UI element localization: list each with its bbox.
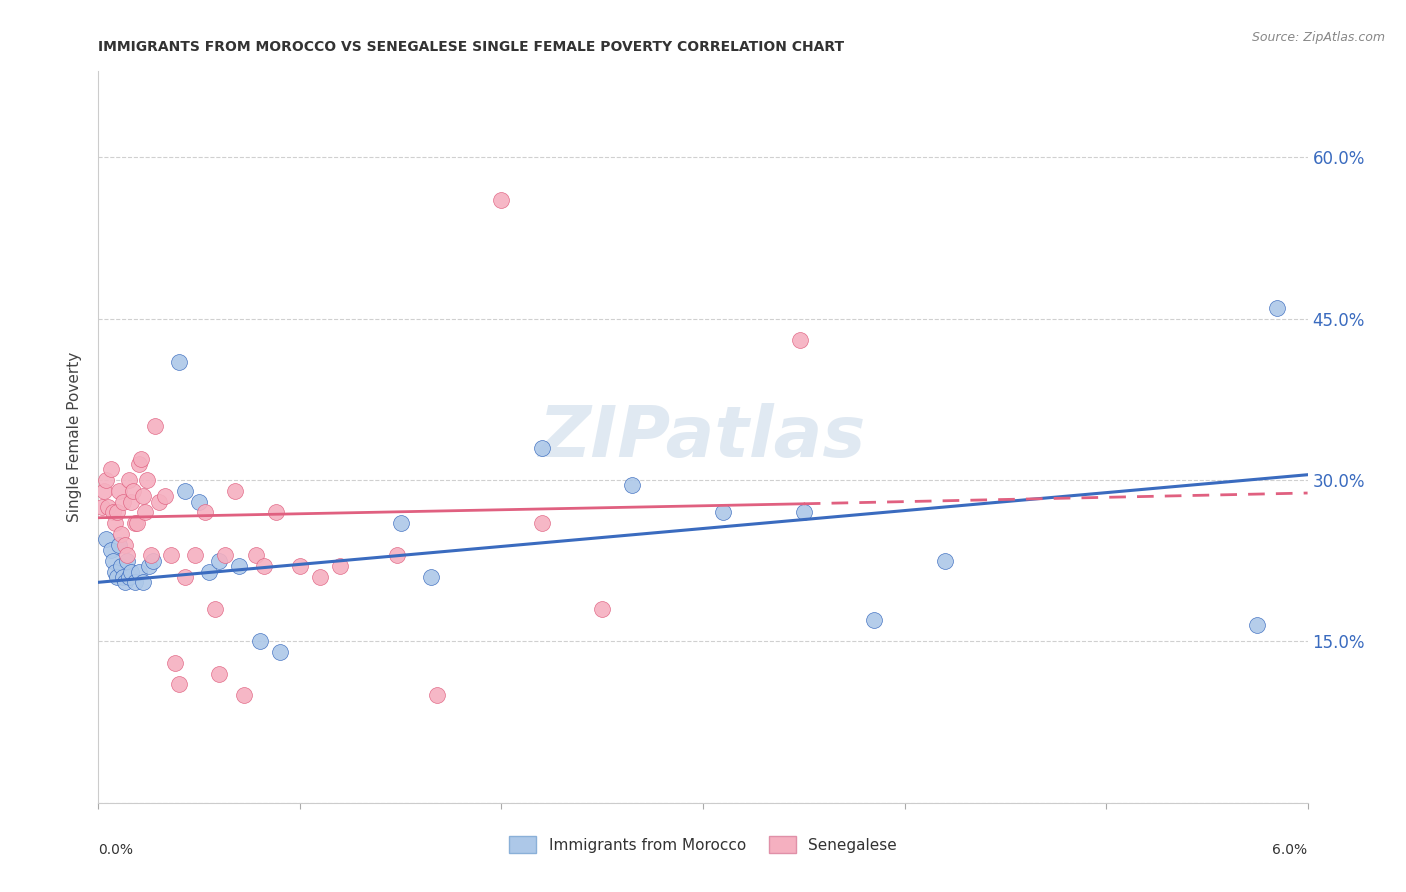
Point — [110, 559, 132, 574]
Point — [1267, 301, 1289, 315]
Text: ZIPatlas: ZIPatlas — [540, 402, 866, 472]
Point — [420, 570, 443, 584]
Point — [105, 570, 128, 584]
Point — [96, 533, 118, 547]
Point — [121, 483, 143, 498]
Point — [163, 656, 186, 670]
Point — [288, 559, 311, 574]
Point — [101, 505, 124, 519]
Point — [132, 489, 155, 503]
Point — [194, 505, 217, 519]
Y-axis label: Single Female Poverty: Single Female Poverty — [67, 352, 83, 522]
Point — [208, 666, 231, 681]
Point — [329, 559, 352, 574]
Point — [101, 554, 124, 568]
Point — [111, 494, 134, 508]
Point — [426, 688, 449, 702]
Point — [107, 483, 129, 498]
Point — [389, 516, 412, 530]
Point — [530, 516, 553, 530]
Point — [245, 549, 267, 563]
Point — [167, 355, 190, 369]
Point — [232, 688, 254, 702]
Point — [264, 505, 287, 519]
Point — [309, 570, 332, 584]
Point — [228, 559, 250, 574]
Point — [124, 516, 146, 530]
Point — [385, 549, 408, 563]
Point — [184, 549, 207, 563]
Point — [114, 575, 136, 590]
Point — [115, 554, 138, 568]
Point — [103, 565, 125, 579]
Point — [97, 500, 120, 514]
Point — [142, 554, 165, 568]
Point — [103, 516, 125, 530]
Text: 6.0%: 6.0% — [1272, 843, 1308, 857]
Point — [120, 565, 142, 579]
Point — [188, 494, 211, 508]
Point — [148, 494, 170, 508]
Point — [174, 483, 197, 498]
Point — [138, 559, 160, 574]
Point — [214, 549, 236, 563]
Point — [118, 473, 141, 487]
Point — [91, 500, 114, 514]
Point — [120, 494, 142, 508]
Point — [793, 505, 815, 519]
Point — [132, 575, 155, 590]
Point — [124, 575, 146, 590]
Point — [128, 457, 150, 471]
Point — [105, 505, 128, 519]
Point — [198, 565, 221, 579]
Point — [115, 549, 138, 563]
Text: IMMIGRANTS FROM MOROCCO VS SENEGALESE SINGLE FEMALE POVERTY CORRELATION CHART: IMMIGRANTS FROM MOROCCO VS SENEGALESE SI… — [98, 39, 845, 54]
Point — [118, 570, 141, 584]
Point — [789, 333, 811, 347]
Point — [143, 419, 166, 434]
Point — [160, 549, 183, 563]
Point — [125, 516, 148, 530]
Text: 0.0%: 0.0% — [98, 843, 134, 857]
Point — [208, 554, 231, 568]
Point — [110, 527, 132, 541]
Point — [491, 194, 513, 208]
Point — [621, 478, 644, 492]
Point — [139, 549, 162, 563]
Point — [269, 645, 291, 659]
Text: Source: ZipAtlas.com: Source: ZipAtlas.com — [1251, 31, 1385, 45]
Point — [153, 489, 176, 503]
Point — [135, 473, 157, 487]
Point — [128, 565, 150, 579]
Point — [1246, 618, 1268, 632]
Point — [711, 505, 734, 519]
Point — [129, 451, 152, 466]
Point — [100, 462, 122, 476]
Point — [249, 634, 271, 648]
Point — [167, 677, 190, 691]
Point — [93, 483, 115, 498]
Point — [253, 559, 276, 574]
Point — [204, 602, 226, 616]
Point — [591, 602, 613, 616]
Point — [863, 613, 886, 627]
Point — [100, 543, 122, 558]
Point — [111, 570, 134, 584]
Point — [224, 483, 246, 498]
Legend: Immigrants from Morocco, Senegalese: Immigrants from Morocco, Senegalese — [501, 828, 905, 861]
Point — [934, 554, 956, 568]
Point — [107, 538, 129, 552]
Point — [134, 505, 156, 519]
Point — [530, 441, 553, 455]
Point — [174, 570, 197, 584]
Point — [114, 538, 136, 552]
Point — [96, 473, 118, 487]
